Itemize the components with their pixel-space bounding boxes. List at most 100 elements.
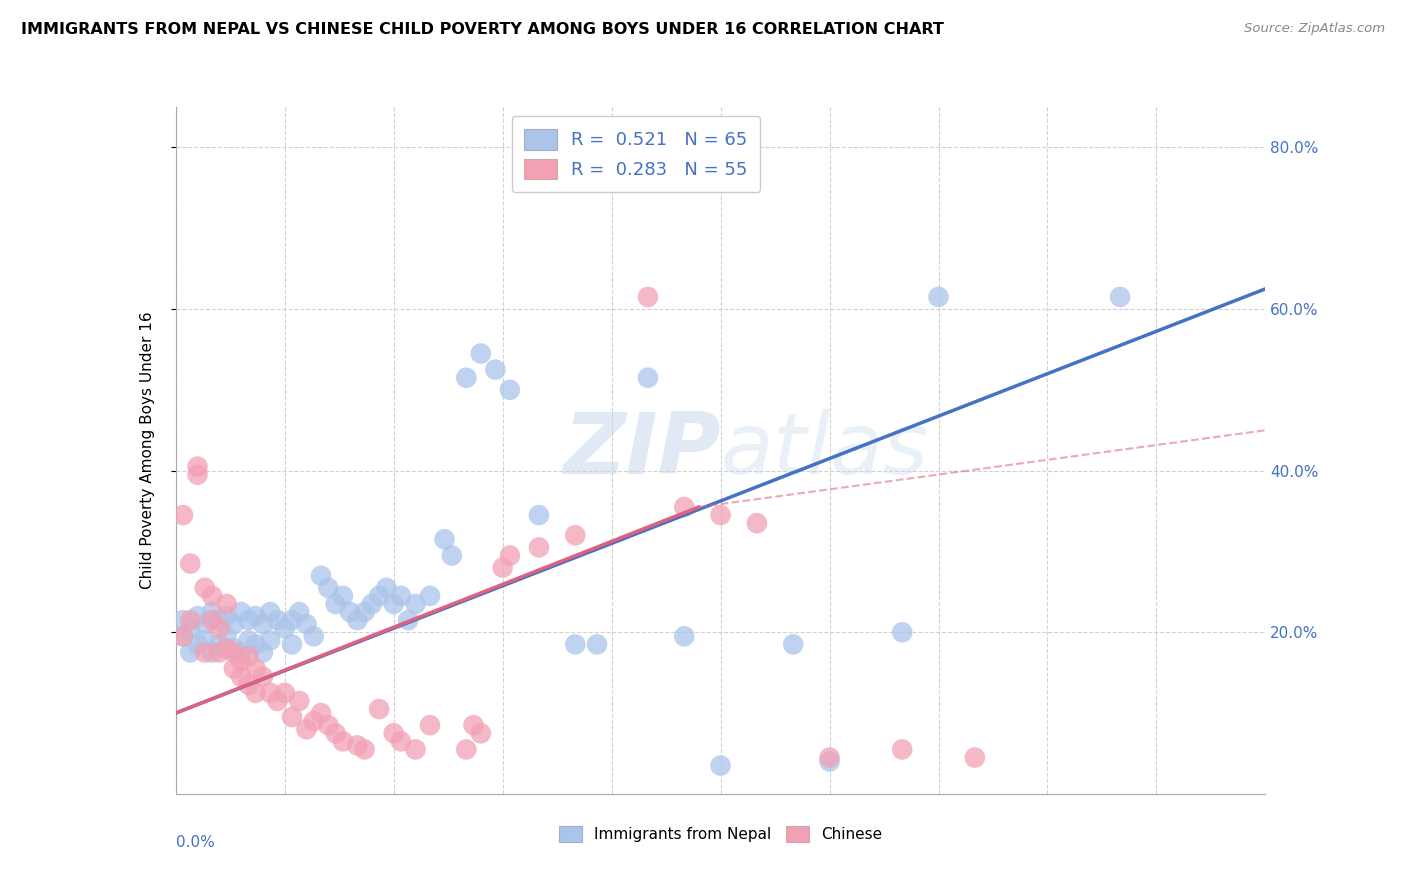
Point [499,383,522,397]
Point [389,734,412,748]
Point [818,750,841,764]
Text: atlas: atlas [721,409,928,492]
Point [368,589,391,603]
Point [172,508,194,522]
Point [288,605,311,619]
Point [252,670,274,684]
Point [891,742,914,756]
Point [222,645,245,659]
Point [405,742,427,756]
Text: Source: ZipAtlas.com: Source: ZipAtlas.com [1244,22,1385,36]
Point [891,625,914,640]
Point [281,710,304,724]
Point [710,508,733,522]
Point [274,686,297,700]
Point [382,726,405,740]
Point [222,641,245,656]
Point [245,686,267,700]
Point [208,613,231,627]
Point [222,617,245,632]
Point [238,649,260,664]
Point [186,467,209,482]
Point [231,654,253,668]
Point [215,597,238,611]
Point [745,516,768,531]
Point [215,609,238,624]
Point [208,645,231,659]
Point [332,589,354,603]
Point [673,629,696,643]
Point [231,605,253,619]
Point [382,597,405,611]
Text: 0.0%: 0.0% [176,835,215,850]
Point [281,613,304,627]
Point [194,617,217,632]
Point [353,742,375,756]
Point [266,694,288,708]
Point [440,549,463,563]
Point [492,560,515,574]
Point [215,641,238,656]
Y-axis label: Child Poverty Among Boys Under 16: Child Poverty Among Boys Under 16 [141,311,155,590]
Point [172,629,194,643]
Point [433,533,456,547]
Point [222,662,245,676]
Point [405,597,427,611]
Point [339,605,361,619]
Point [302,629,325,643]
Point [259,686,281,700]
Point [215,629,238,643]
Point [1109,290,1132,304]
Legend: Immigrants from Nepal, Chinese: Immigrants from Nepal, Chinese [553,820,889,848]
Point [252,617,274,632]
Point [245,609,267,624]
Point [928,290,950,304]
Point [194,633,217,648]
Point [274,621,297,635]
Point [360,597,382,611]
Point [281,637,304,651]
Point [309,568,332,582]
Point [527,541,550,555]
Point [295,723,318,737]
Text: IMMIGRANTS FROM NEPAL VS CHINESE CHILD POVERTY AMONG BOYS UNDER 16 CORRELATION C: IMMIGRANTS FROM NEPAL VS CHINESE CHILD P… [21,22,943,37]
Point [266,613,288,627]
Point [238,633,260,648]
Point [325,726,347,740]
Point [346,739,368,753]
Point [419,718,441,732]
Point [637,290,659,304]
Point [564,637,586,651]
Point [456,370,478,384]
Point [782,637,804,651]
Point [295,617,318,632]
Point [527,508,550,522]
Point [325,597,347,611]
Point [194,581,217,595]
Point [353,605,375,619]
Point [318,718,340,732]
Point [194,645,217,659]
Point [564,528,586,542]
Point [637,370,659,384]
Point [179,557,201,571]
Point [419,589,441,603]
Point [179,621,201,635]
Point [396,613,419,627]
Point [186,459,209,474]
Point [710,758,733,772]
Point [463,718,485,732]
Point [231,670,253,684]
Point [186,609,209,624]
Point [586,637,609,651]
Point [172,629,194,643]
Point [245,662,267,676]
Point [186,637,209,651]
Point [673,500,696,514]
Point [375,581,398,595]
Point [245,637,267,651]
Point [259,605,281,619]
Point [252,645,274,659]
Point [456,742,478,756]
Point [231,645,253,659]
